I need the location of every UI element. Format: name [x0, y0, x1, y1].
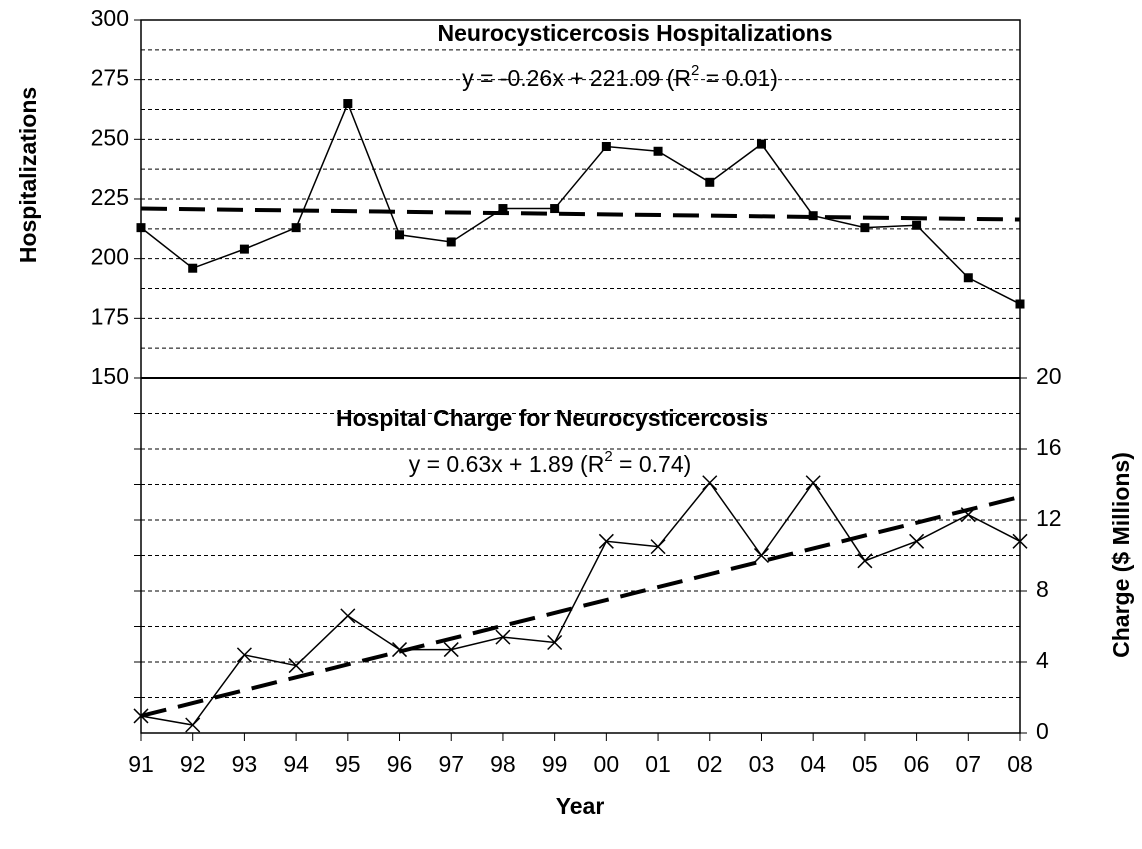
chart-title: Neurocysticercosis Hospitalizations — [438, 20, 833, 46]
y-tick-label: 225 — [91, 184, 129, 210]
marker — [498, 204, 508, 214]
marker — [288, 658, 304, 674]
marker — [343, 99, 353, 109]
y2-tick-label: 12 — [1036, 505, 1062, 531]
marker — [705, 177, 715, 187]
x-tick-label: 99 — [542, 751, 568, 777]
marker — [960, 507, 976, 523]
marker — [446, 237, 456, 247]
marker — [601, 141, 611, 151]
marker — [805, 475, 821, 491]
marker — [188, 263, 198, 273]
x-tick-label: 04 — [800, 751, 826, 777]
x-axis-label: Year — [556, 793, 605, 819]
y2-tick-label: 20 — [1036, 363, 1062, 389]
plot-frame — [140, 19, 1021, 734]
x-tick-label: 02 — [697, 751, 723, 777]
marker — [291, 223, 301, 233]
chart-title: Hospital Charge for Neurocysticercosis — [336, 405, 768, 431]
y-tick-label: 175 — [91, 303, 129, 329]
x-tick-label: 06 — [904, 751, 930, 777]
equation: y = 0.63x + 1.89 (R2 = 0.74) — [409, 448, 692, 477]
x-tick-label: 94 — [283, 751, 309, 777]
trend-line — [140, 206, 1021, 222]
marker — [550, 204, 560, 214]
x-tick-label: 98 — [490, 751, 516, 777]
x-tick-label: 08 — [1007, 751, 1033, 777]
marker — [239, 244, 249, 254]
y-tick-label: 200 — [91, 244, 129, 270]
y-tick-label: 275 — [91, 65, 129, 91]
y2-tick-label: 16 — [1036, 434, 1062, 460]
y2-tick-label: 4 — [1036, 647, 1049, 673]
marker — [653, 146, 663, 156]
marker — [598, 533, 614, 549]
x-tick-label: 93 — [232, 751, 258, 777]
marker — [185, 717, 201, 733]
y-tick-label: 300 — [91, 5, 129, 31]
marker — [236, 647, 252, 663]
y-tick-label: 150 — [91, 363, 129, 389]
marker — [808, 211, 818, 221]
x-tick-label: 97 — [438, 751, 464, 777]
marker — [340, 608, 356, 624]
marker — [753, 547, 770, 564]
data-line — [140, 101, 1021, 305]
x-tick-label: 05 — [852, 751, 878, 777]
marker — [443, 642, 459, 658]
marker — [495, 629, 511, 645]
marker — [756, 139, 766, 149]
x-tick-label: 07 — [955, 751, 981, 777]
x-tick-label: 91 — [128, 751, 154, 777]
marker — [963, 273, 973, 283]
y2-tick-label: 8 — [1036, 576, 1049, 602]
x-tick-label: 01 — [645, 751, 671, 777]
marker — [547, 634, 563, 651]
marker — [650, 539, 666, 555]
x-tick-label: 00 — [594, 751, 620, 777]
y2-axis-label: Charge ($ Millions) — [1108, 452, 1134, 658]
trend-line — [140, 494, 1021, 718]
x-tick-label: 95 — [335, 751, 361, 777]
y-tick-label: 250 — [91, 124, 129, 150]
marker — [395, 230, 405, 240]
y-axis-label: Hospitalizations — [15, 87, 41, 263]
marker — [860, 223, 870, 233]
marker — [702, 475, 718, 491]
x-tick-label: 03 — [749, 751, 775, 777]
equation: y = -0.26x + 221.09 (R2 = 0.01) — [462, 62, 778, 91]
marker — [912, 220, 922, 230]
y2-tick-label: 0 — [1036, 718, 1049, 744]
marker — [857, 553, 873, 569]
x-tick-label: 96 — [387, 751, 413, 777]
data-line — [140, 481, 1021, 726]
x-tick-label: 92 — [180, 751, 206, 777]
marker — [909, 533, 925, 549]
marker — [391, 642, 408, 658]
